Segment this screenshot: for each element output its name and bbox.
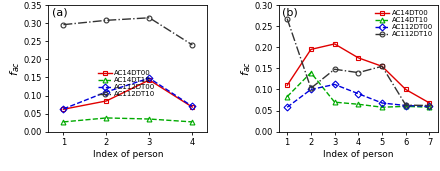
- AC14DT00: [379, 65, 385, 67]
- Line: AC112DT00: AC112DT00: [285, 82, 432, 110]
- Line: AC14DT00: AC14DT00: [61, 77, 195, 112]
- AC112DT00: [285, 106, 290, 108]
- AC112DT00: [308, 88, 314, 90]
- Line: AC112DT10: AC112DT10: [61, 15, 195, 47]
- AC14DT00: [104, 100, 109, 102]
- Line: AC14DT10: AC14DT10: [61, 115, 195, 124]
- AC14DT10: [427, 106, 432, 108]
- AC112DT10: [147, 17, 152, 19]
- AC112DT00: [403, 104, 408, 107]
- AC112DT10: [104, 19, 109, 21]
- AC14DT10: [308, 72, 314, 74]
- AC112DT10: [190, 44, 195, 46]
- X-axis label: Index of person: Index of person: [323, 150, 394, 159]
- AC14DT00: [61, 108, 66, 110]
- AC14DT00: [147, 79, 152, 81]
- AC112DT00: [379, 102, 385, 104]
- AC112DT10: [61, 24, 66, 26]
- AC14DT00: [285, 84, 290, 86]
- AC112DT00: [147, 77, 152, 79]
- AC14DT10: [104, 117, 109, 119]
- AC14DT10: [61, 121, 66, 123]
- AC112DT00: [356, 93, 361, 95]
- AC112DT00: [427, 105, 432, 107]
- Line: AC112DT00: AC112DT00: [61, 76, 195, 111]
- Legend: AC14DT00, AC14DT10, AC112DT00, AC112DT10: AC14DT00, AC14DT10, AC112DT00, AC112DT10: [96, 69, 157, 98]
- AC14DT10: [403, 105, 408, 107]
- AC112DT00: [190, 105, 195, 107]
- AC112DT10: [308, 87, 314, 89]
- AC112DT00: [61, 108, 66, 110]
- AC14DT00: [190, 106, 195, 108]
- AC112DT10: [332, 68, 337, 70]
- AC112DT10: [379, 65, 385, 67]
- AC112DT10: [403, 104, 408, 106]
- AC14DT00: [403, 88, 408, 90]
- X-axis label: Index of person: Index of person: [92, 150, 163, 159]
- AC14DT10: [285, 96, 290, 98]
- Y-axis label: $\it{f}$$_{ac}$: $\it{f}$$_{ac}$: [8, 61, 22, 76]
- Line: AC14DT00: AC14DT00: [285, 42, 432, 105]
- AC14DT10: [332, 101, 337, 103]
- Text: (a): (a): [51, 8, 67, 18]
- AC14DT10: [356, 103, 361, 105]
- AC14DT10: [379, 106, 385, 108]
- AC112DT00: [104, 91, 109, 93]
- AC112DT10: [356, 72, 361, 74]
- AC14DT00: [356, 57, 361, 59]
- Legend: AC14DT00, AC14DT10, AC112DT00, AC112DT10: AC14DT00, AC14DT10, AC112DT00, AC112DT10: [374, 9, 434, 38]
- Text: (b): (b): [282, 8, 298, 18]
- AC112DT10: [427, 104, 432, 107]
- AC14DT00: [308, 48, 314, 50]
- Line: AC14DT10: AC14DT10: [285, 70, 432, 110]
- Y-axis label: $\it{f}$$_{ac}$: $\it{f}$$_{ac}$: [239, 61, 253, 76]
- AC112DT00: [332, 83, 337, 86]
- AC112DT10: [285, 18, 290, 20]
- AC14DT00: [427, 102, 432, 104]
- AC14DT00: [332, 43, 337, 45]
- AC14DT10: [147, 118, 152, 120]
- AC14DT10: [190, 121, 195, 123]
- Line: AC112DT10: AC112DT10: [285, 16, 432, 108]
